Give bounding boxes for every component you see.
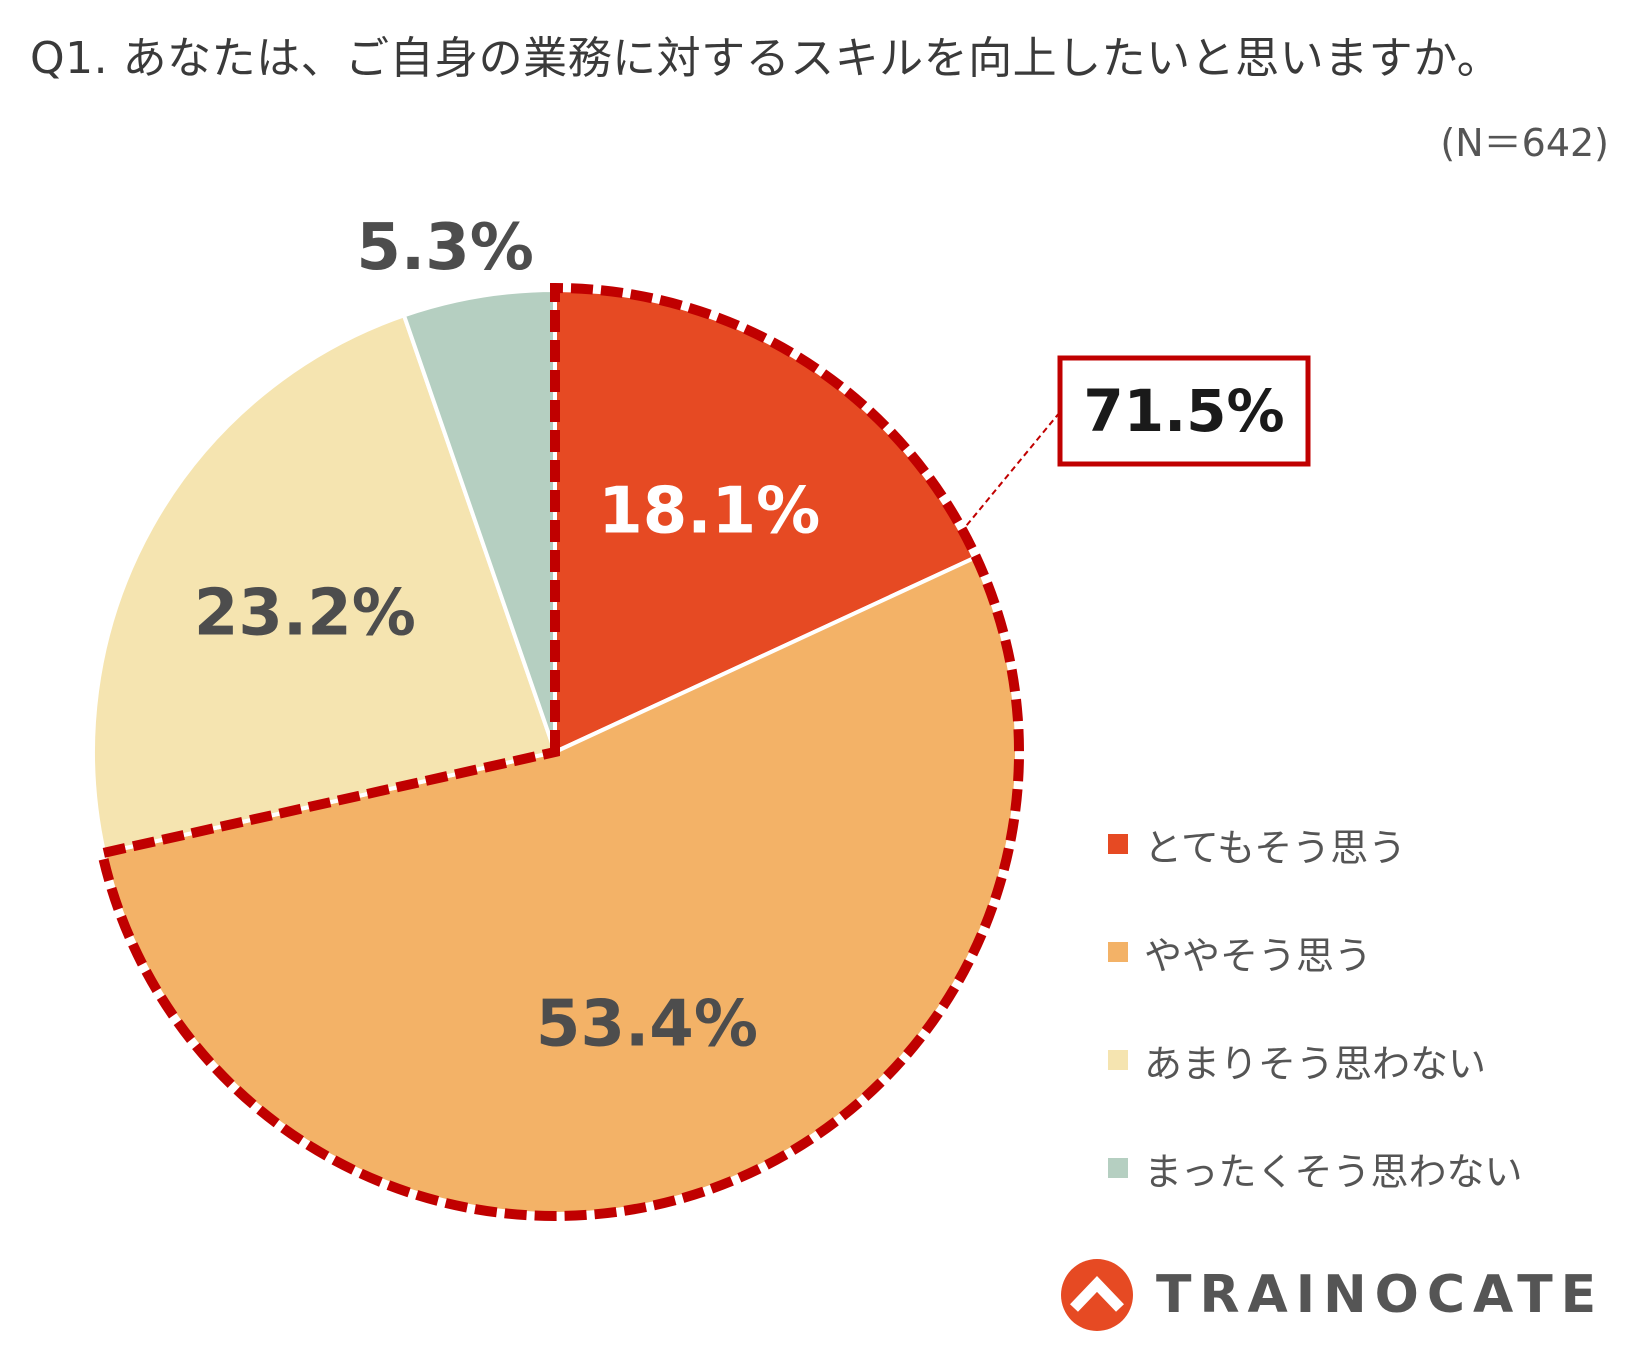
legend-label: まったくそう思わない — [1144, 1149, 1523, 1194]
legend-item: まったくそう思わない — [1108, 1114, 1522, 1222]
slice-data-label: 53.4% — [536, 987, 758, 1061]
legend-item: あまりそう思わない — [1108, 1006, 1522, 1114]
chart-title: Q1. あなたは、ご自身の業務に対するスキルを向上したいと思いますか。 — [30, 33, 1502, 84]
legend-swatch — [1108, 942, 1128, 962]
trainocate-logo-icon — [1061, 1259, 1133, 1331]
pie-slice — [91, 312, 558, 856]
callout-label: 71.5% — [1083, 377, 1284, 445]
callout-leader-line — [965, 411, 1061, 526]
legend-swatch — [1108, 1050, 1128, 1070]
legend-swatch — [1108, 834, 1128, 854]
slice-data-label: 5.3% — [356, 211, 534, 285]
legend-swatch — [1108, 1158, 1128, 1178]
legend: とてもそう思う ややそう思う あまりそう思わない まったくそう思わない — [1108, 790, 1522, 1222]
slice-data-label: 23.2% — [194, 576, 416, 650]
legend-item: ややそう思う — [1108, 898, 1522, 1006]
legend-label: とてもそう思う — [1144, 825, 1407, 870]
sample-size: (N＝642) — [1440, 121, 1609, 165]
legend-label: ややそう思う — [1144, 933, 1373, 978]
legend-item: とてもそう思う — [1108, 790, 1522, 898]
slice-data-label: 18.1% — [598, 475, 820, 549]
logo-text: TRAINOCATE — [1156, 1265, 1605, 1325]
highlight-outline — [96, 282, 1024, 1221]
brand-logo: TRAINOCATE — [1060, 1258, 1604, 1332]
callout-box — [1057, 355, 1311, 467]
legend-label: あまりそう思わない — [1144, 1041, 1487, 1086]
